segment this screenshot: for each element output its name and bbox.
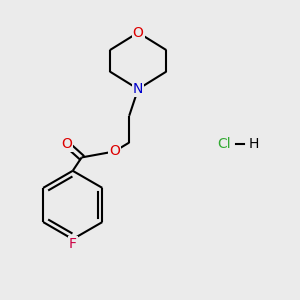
Text: N: N <box>133 82 143 96</box>
Text: O: O <box>109 145 120 158</box>
Text: O: O <box>133 26 143 40</box>
Text: O: O <box>61 137 72 151</box>
Text: Cl: Cl <box>218 137 231 151</box>
Text: F: F <box>69 237 77 250</box>
Text: H: H <box>249 137 259 151</box>
